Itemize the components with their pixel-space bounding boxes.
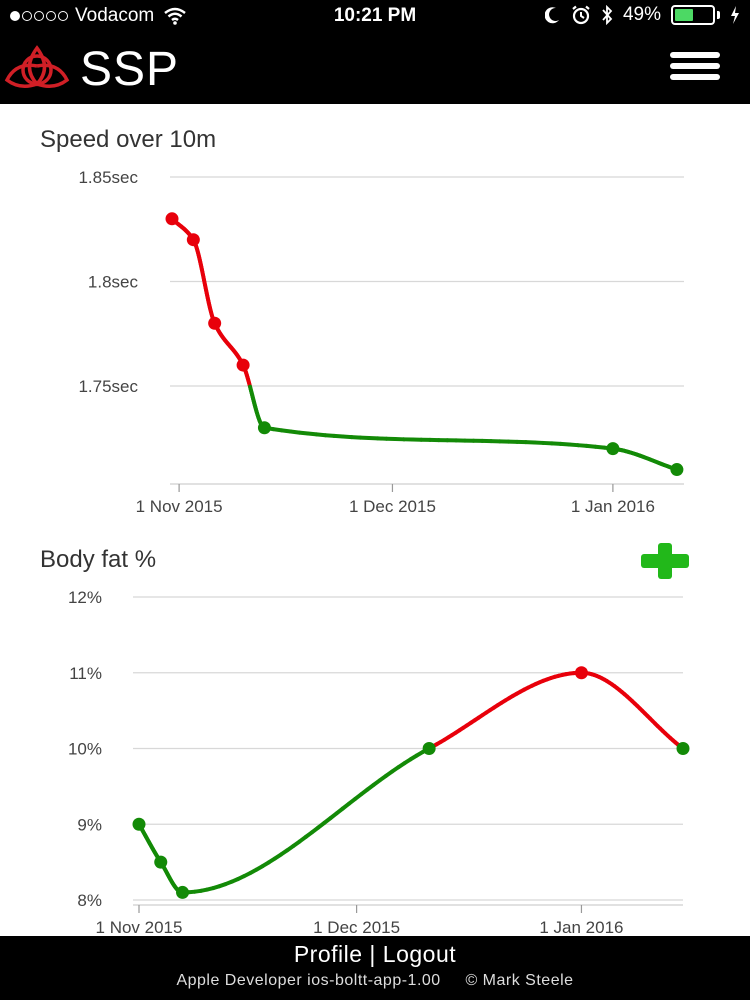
speed-data-point[interactable]: [208, 316, 222, 330]
alarm-icon: [572, 5, 590, 25]
bodyfat-x-tick-label: 1 Dec 2015: [313, 918, 400, 937]
brand-name: SSP: [80, 43, 180, 96]
bodyfat-y-tick-label: 9%: [77, 815, 102, 834]
wifi-icon: [164, 7, 187, 25]
bluetooth-icon: [602, 5, 613, 25]
bodyfat-data-point[interactable]: [574, 666, 588, 680]
speed-x-tick-label: 1 Dec 2015: [349, 497, 436, 516]
speed-chart: 1.85sec 1.8sec 1.75sec 1 Nov 2015 1 Dec 2015…: [78, 168, 684, 516]
bodyfat-x-tick-label: 1 Jan 2016: [539, 918, 623, 937]
bodyfat-y-tick-label: 11%: [69, 664, 102, 683]
bodyfat-y-tick-label: 8%: [77, 891, 102, 910]
speed-data-point[interactable]: [236, 358, 250, 372]
bodyfat-data-point[interactable]: [676, 742, 690, 755]
bodyfat-data-point[interactable]: [154, 855, 168, 869]
triquetra-logo: [4, 45, 70, 88]
speed-data-point[interactable]: [670, 463, 684, 477]
speed-x-tick-label: 1 Nov 2015: [136, 497, 223, 516]
speed-y-tick-label: 1.75sec: [78, 377, 138, 396]
speed-data-point[interactable]: [165, 212, 179, 226]
bodyfat-data-point[interactable]: [176, 885, 190, 899]
bodyfat-data-point[interactable]: [132, 817, 146, 831]
bodyfat-chart-title: Body fat %: [40, 546, 157, 573]
status-left: Vodacom: [10, 5, 187, 27]
app-header: SSP: [0, 32, 750, 104]
moon-icon: [544, 7, 559, 24]
speed-x-tick-label: 1 Jan 2016: [571, 497, 655, 516]
app-version: Apple Developer ios-boltt-app-1.00: [176, 972, 441, 989]
footer-meta: Apple Developer ios-boltt-app-1.00 © Mar…: [0, 972, 750, 990]
footer-separator: |: [369, 941, 376, 967]
plus-icon[interactable]: [641, 543, 689, 579]
speed-y-tick-label: 1.85sec: [78, 168, 138, 187]
bodyfat-y-tick-label: 10%: [68, 740, 102, 759]
bodyfat-y-tick-label: 12%: [68, 588, 102, 607]
hamburger-menu-icon[interactable]: [670, 52, 720, 86]
carrier-name: Vodacom: [75, 5, 155, 26]
speed-y-tick-label: 1.8sec: [88, 272, 139, 291]
battery-percent: 49%: [622, 4, 661, 25]
status-right: 49%: [544, 4, 740, 26]
bodyfat-x-tick-label: 1 Nov 2015: [96, 918, 183, 937]
status-bar: Vodacom 10:21 PM 49%: [0, 0, 750, 32]
logout-link[interactable]: Logout: [382, 941, 457, 967]
speed-data-point[interactable]: [257, 421, 271, 435]
signal-strength-icon: [10, 11, 68, 21]
bodyfat-data-point[interactable]: [422, 742, 436, 755]
speed-data-point[interactable]: [186, 233, 200, 247]
speed-chart-title: Speed over 10m: [40, 126, 217, 153]
copyright: © Mark Steele: [465, 972, 574, 989]
footer-links: Profile | Logout: [0, 936, 750, 968]
clock: 10:21 PM: [333, 5, 417, 26]
profile-link[interactable]: Profile: [293, 941, 363, 967]
battery-icon: [671, 5, 720, 25]
footer: Profile | Logout Apple Developer ios-bol…: [0, 936, 750, 1000]
bodyfat-chart: 12% 11% 10% 9% 8% 1 Nov 2015 1 Dec 2015 1 Jan 2…: [68, 588, 690, 937]
charging-icon: [731, 6, 739, 24]
speed-data-point[interactable]: [606, 442, 620, 456]
